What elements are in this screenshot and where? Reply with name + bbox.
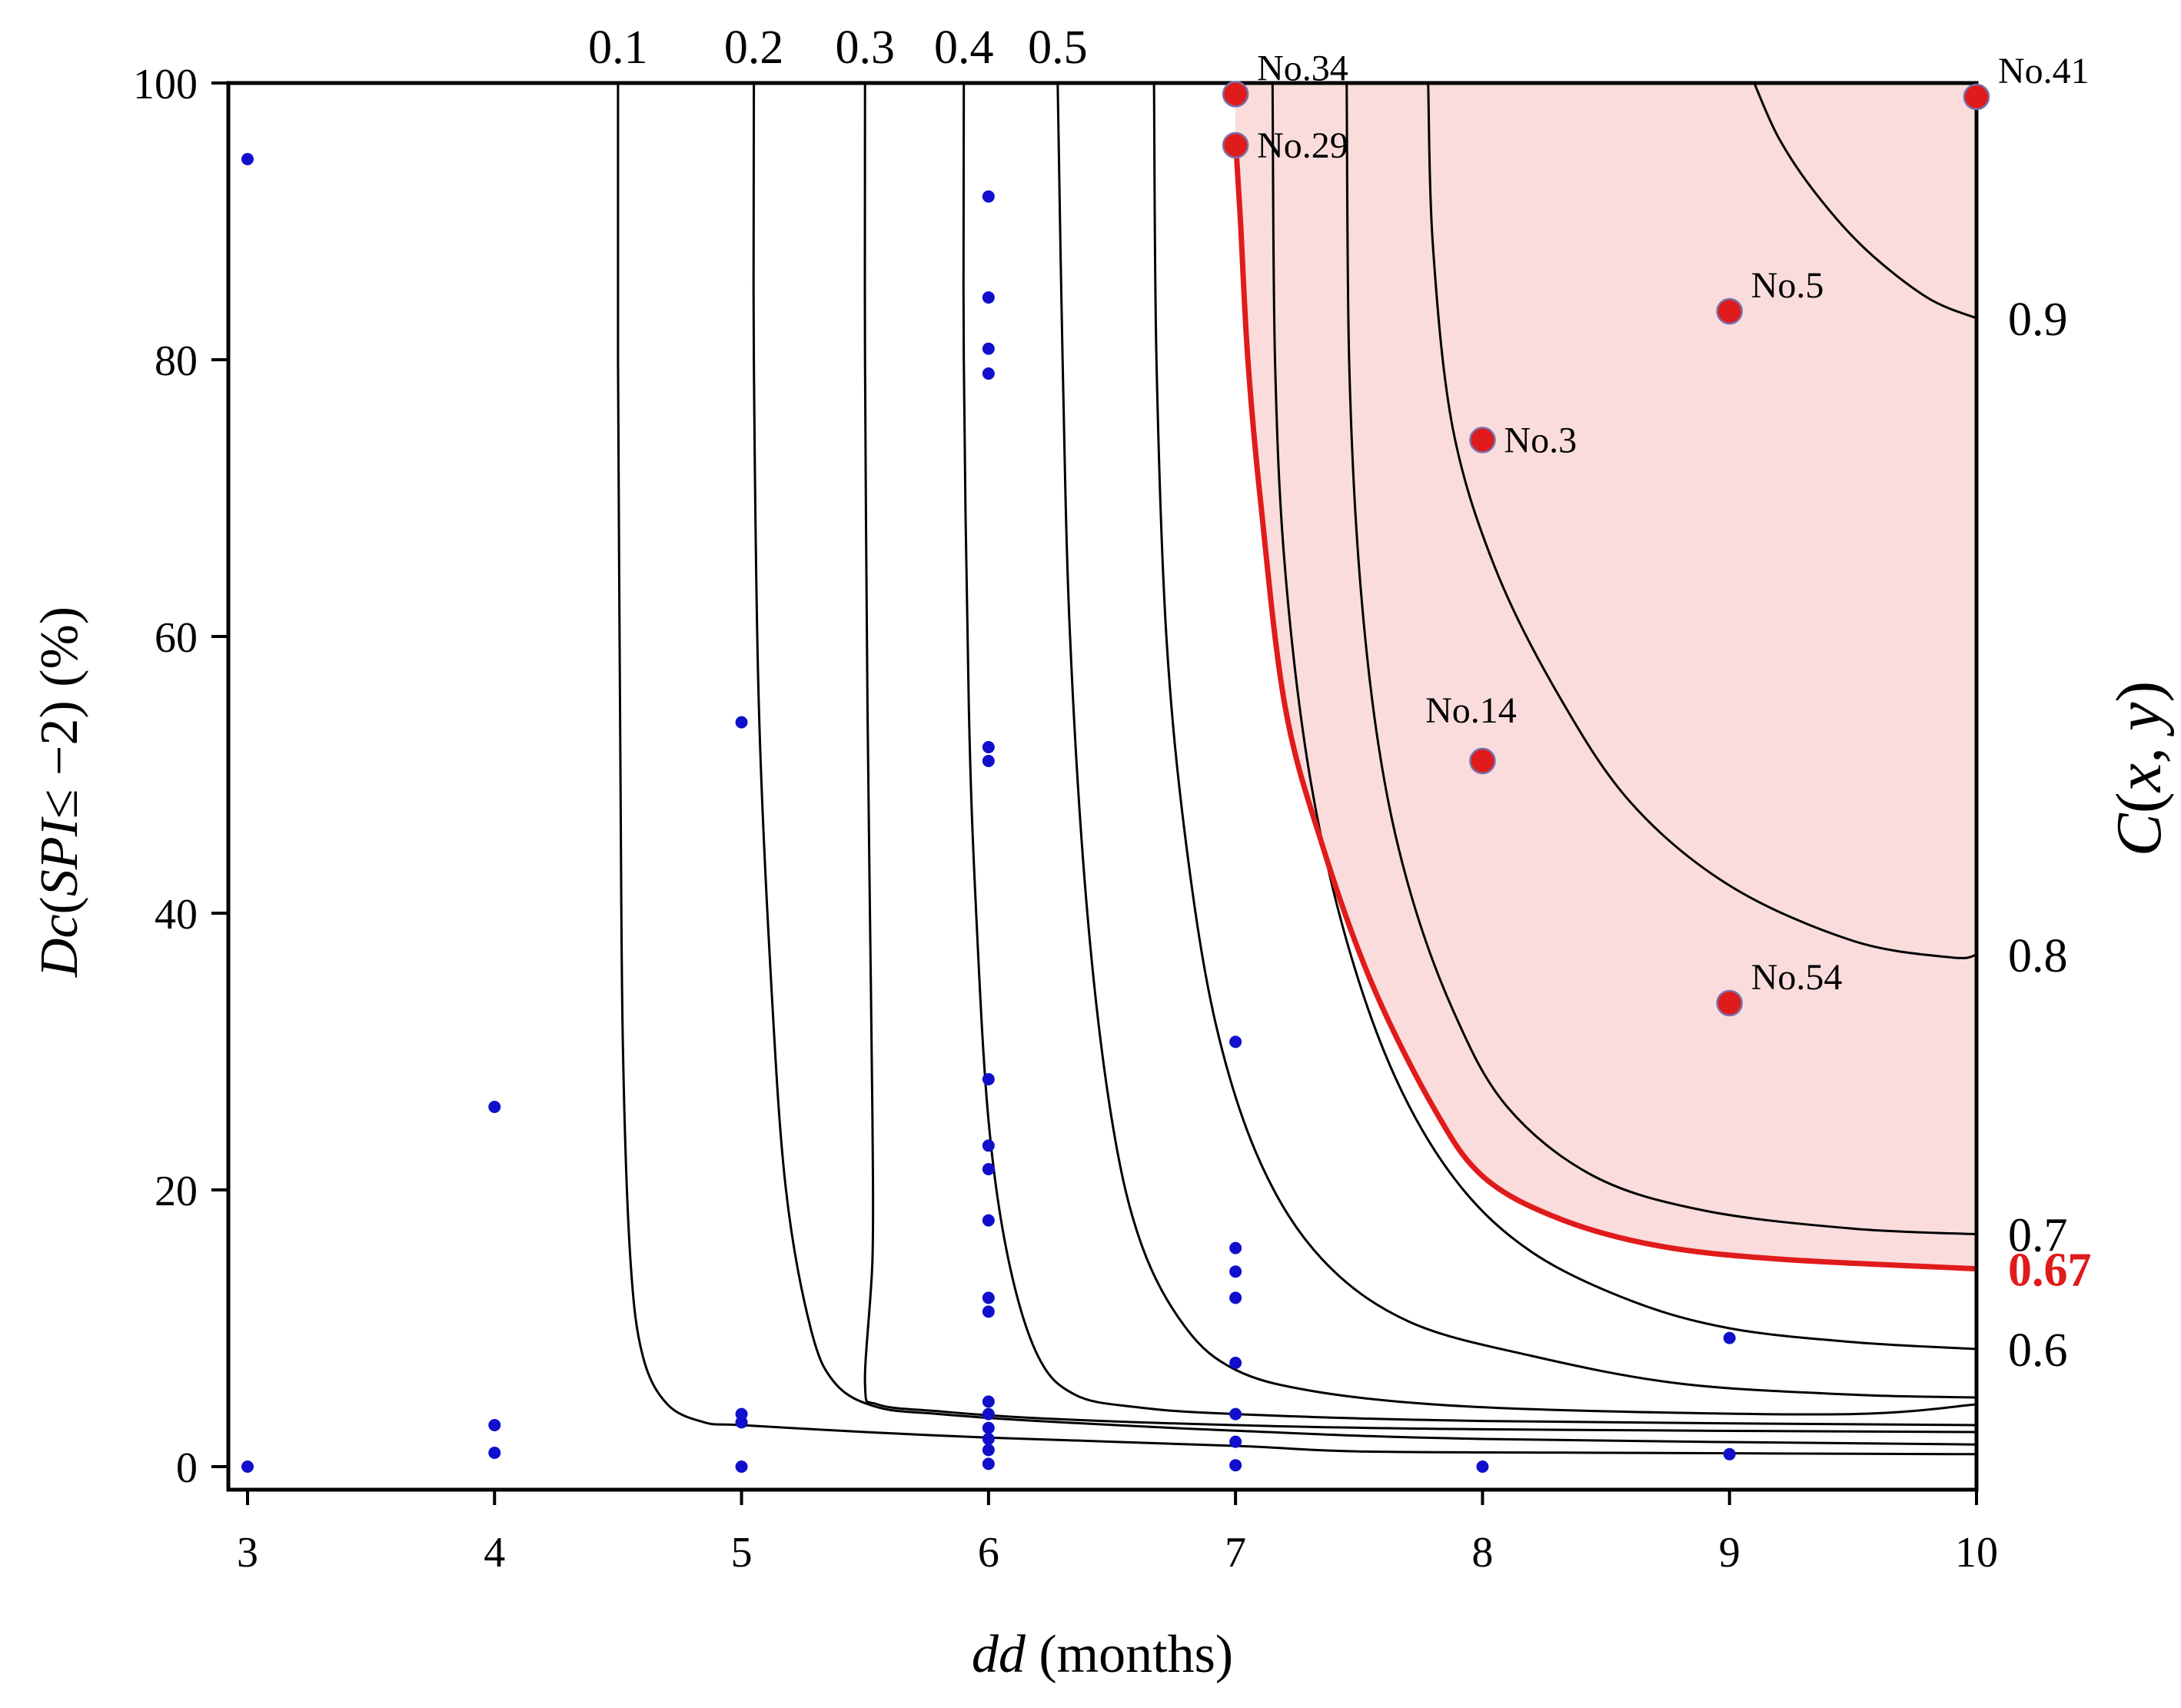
y-tick-label-0: 0	[176, 1444, 198, 1492]
data-point	[982, 1214, 995, 1227]
data-point	[982, 755, 995, 767]
data-point	[735, 716, 748, 729]
data-point	[241, 1460, 254, 1473]
station-marker-no-5	[1716, 297, 1743, 325]
data-point	[1476, 1460, 1489, 1473]
data-point	[982, 1407, 995, 1421]
contour-line-0-3	[863, 83, 1977, 1434]
data-points-layer	[241, 153, 1736, 1473]
station-marker-no-29	[1222, 131, 1249, 159]
contour-line-0-4	[962, 83, 1977, 1427]
stations-layer: No.34 No.29 No.41 No.5 No.3 No.14 No.54	[1222, 48, 2090, 1017]
station-label-no-14: No.14	[1425, 690, 1517, 731]
data-point	[982, 291, 995, 304]
x-tick-label-6: 6	[978, 1529, 999, 1577]
x-tick-label-8: 8	[1471, 1529, 1493, 1577]
data-point	[982, 367, 995, 380]
contour-label-0-2: 0.2	[724, 22, 784, 74]
x-tick-label-4: 4	[484, 1529, 505, 1577]
station-marker-no-14	[1469, 747, 1496, 775]
contour-label-0-5: 0.5	[1028, 22, 1088, 74]
contour-lines-layer	[617, 83, 1977, 1456]
contour-labels-layer: 0.1 0.2 0.3 0.4 0.5 0.6 0.670.7 0.8 0.9	[588, 22, 2091, 1377]
station-label-no-54: No.54	[1751, 957, 1843, 998]
data-point	[1229, 1265, 1242, 1278]
contour-line-unlabeled-5	[1152, 83, 1977, 1399]
y-tick-label-20: 20	[155, 1168, 198, 1215]
data-point	[982, 1457, 995, 1470]
x-tick-label-5: 5	[731, 1529, 753, 1577]
station-label-no-41: No.41	[1998, 51, 2090, 91]
data-point	[488, 1101, 501, 1113]
contour-line-0-2	[752, 83, 1977, 1446]
x-tick-label-7: 7	[1225, 1529, 1246, 1577]
data-point	[488, 1447, 501, 1459]
contour-label-0-4: 0.4	[934, 22, 994, 74]
data-point	[982, 1291, 995, 1304]
contour-line-0-5	[1056, 83, 1977, 1416]
data-point	[982, 741, 995, 753]
data-point	[982, 342, 995, 355]
data-point	[735, 1460, 748, 1473]
station-marker-no-54	[1716, 989, 1743, 1017]
contour-label-0-7: 0.7	[2008, 1210, 2068, 1262]
data-point	[1723, 1447, 1736, 1460]
station-label-no-5: No.5	[1751, 265, 1824, 306]
data-point	[982, 1444, 995, 1457]
data-point	[735, 1416, 748, 1429]
data-point	[1229, 1035, 1242, 1048]
station-label-no-3: No.3	[1504, 420, 1577, 460]
contour-label-0-8: 0.8	[2008, 930, 2068, 982]
data-point	[982, 190, 995, 203]
contour-label-0-3: 0.3	[835, 22, 895, 74]
contour-line-0-8	[1427, 83, 1977, 959]
contour-label-0-67: 0.67	[2008, 1244, 2092, 1297]
station-marker-no-34	[1222, 81, 1249, 108]
y-axis-title: Dc(SPI≤ −2) (%)	[30, 606, 89, 978]
x-tick-label-3: 3	[237, 1529, 258, 1577]
y-tick-label-80: 80	[155, 337, 198, 385]
data-point	[1229, 1291, 1242, 1304]
station-label-no-29: No.29	[1257, 125, 1348, 166]
contour-line-0-7	[1345, 83, 1977, 1236]
data-point	[982, 1433, 995, 1445]
data-point	[982, 1395, 995, 1408]
contour-label-0-9: 0.9	[2008, 294, 2068, 346]
right-axis-title: C(x, y)	[2103, 681, 2175, 857]
data-point	[982, 1305, 995, 1318]
data-point	[1723, 1331, 1736, 1344]
data-point	[1229, 1407, 1242, 1421]
station-marker-no-3	[1469, 427, 1496, 454]
station-label-no-34: No.34	[1257, 48, 1348, 88]
data-point	[488, 1419, 501, 1431]
plot-frame	[226, 81, 1979, 1492]
highlight-region-layer	[1235, 83, 1977, 1269]
contour-line-0-1	[617, 83, 1977, 1456]
highlight-region	[1235, 83, 1977, 1269]
x-tick-label-9: 9	[1719, 1529, 1740, 1577]
y-tick-label-40: 40	[155, 891, 198, 939]
data-point	[982, 1073, 995, 1085]
contour-label-0-6: 0.6	[2008, 1324, 2068, 1377]
contour-line-0-9	[1753, 83, 1977, 320]
data-point	[1229, 1357, 1242, 1369]
data-point	[982, 1421, 995, 1434]
data-point	[982, 1139, 995, 1152]
data-point	[1229, 1241, 1242, 1254]
x-tick-label-10: 10	[1955, 1529, 1998, 1577]
y-tick-label-60: 60	[155, 614, 198, 662]
data-point	[1229, 1459, 1242, 1472]
data-point	[241, 153, 254, 165]
x-axis-title: dd (months)	[972, 1625, 1233, 1684]
station-marker-no-41	[1963, 83, 1990, 111]
contour-label-0-1: 0.1	[588, 22, 648, 74]
data-point	[982, 1163, 995, 1175]
contour-line-0-67	[1232, 138, 1977, 1272]
contour-line-0-6	[1271, 83, 1977, 1351]
data-point	[1229, 1435, 1242, 1448]
y-tick-label-100: 100	[133, 61, 198, 108]
